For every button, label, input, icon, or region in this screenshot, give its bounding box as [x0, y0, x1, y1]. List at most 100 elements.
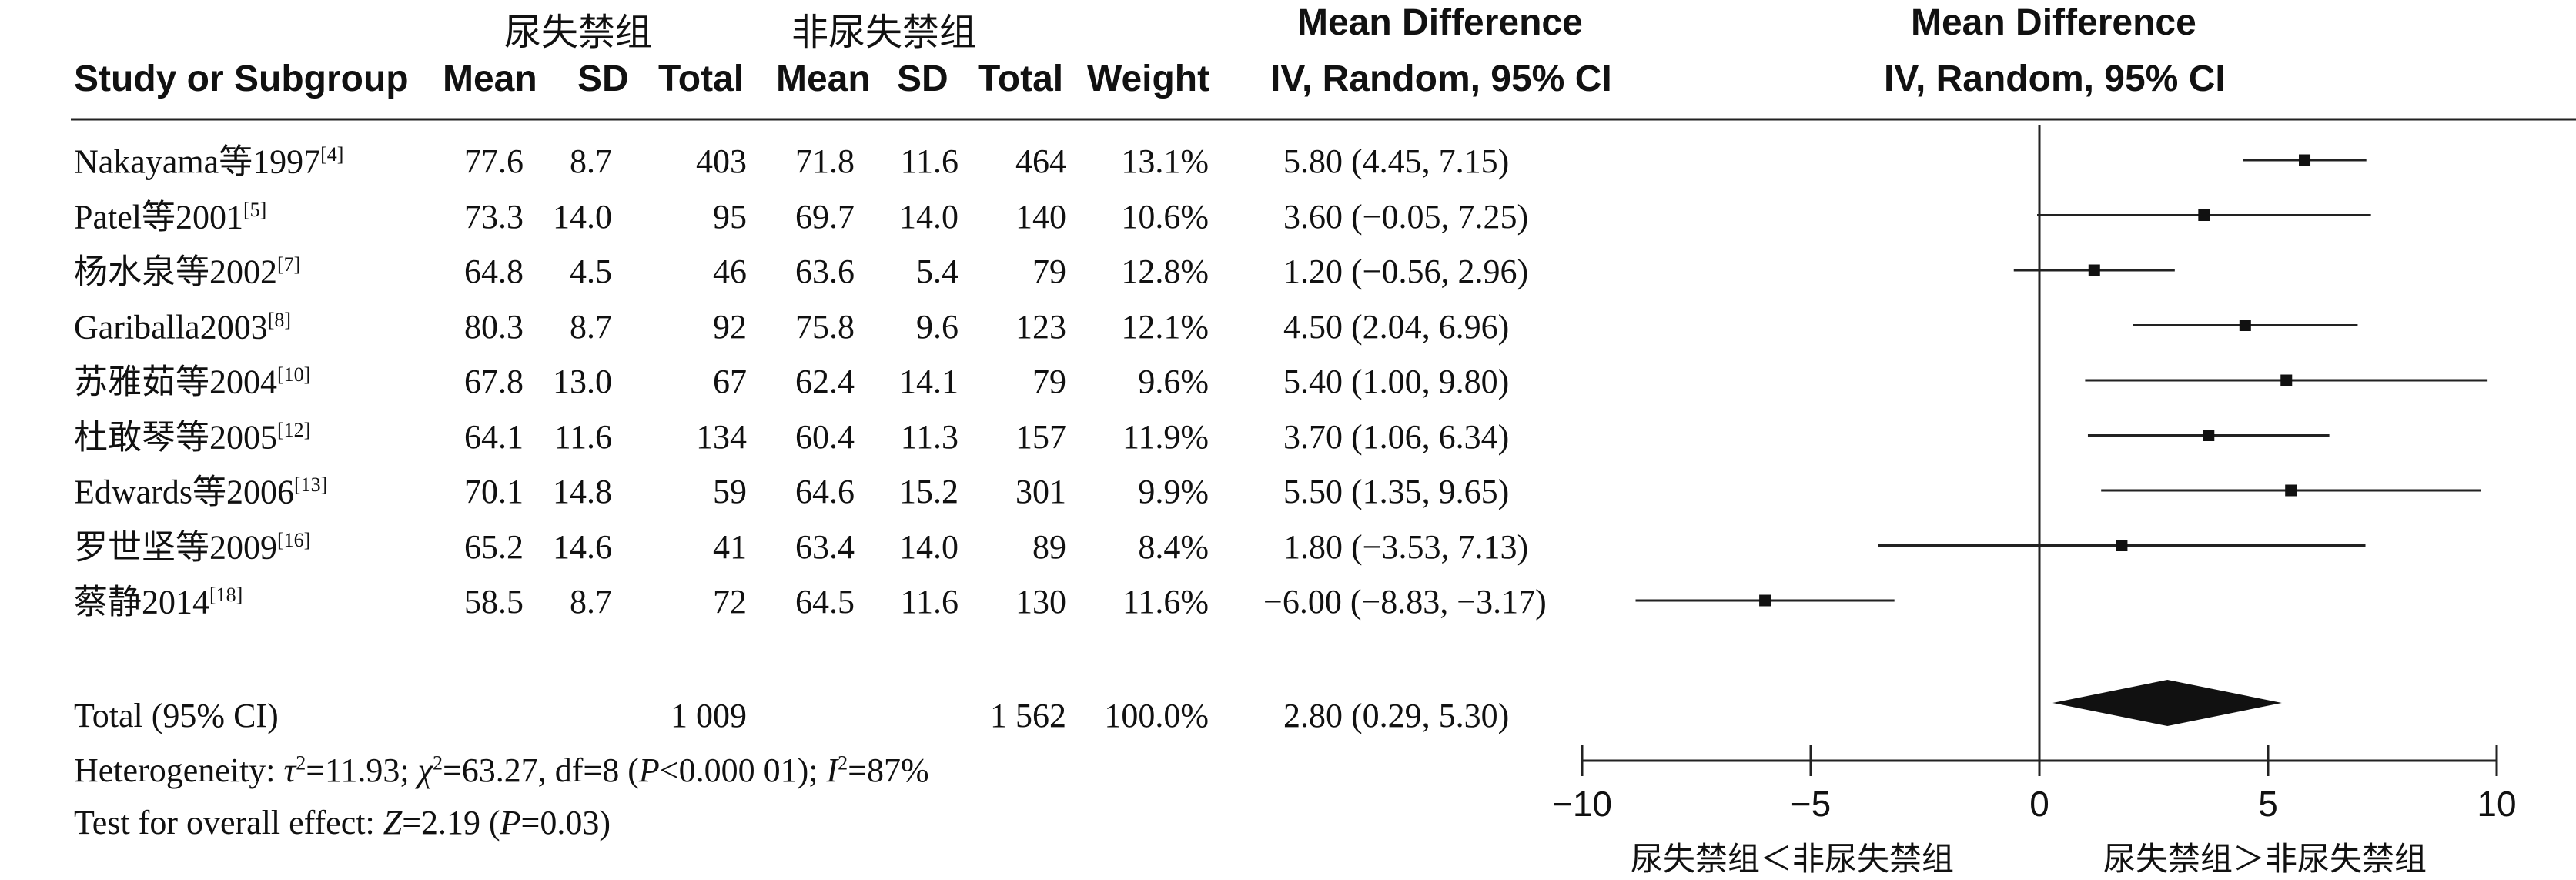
x-tick-label: −10	[1552, 784, 1612, 824]
cell-weight: 11.9%	[1122, 417, 1209, 456]
cell-n2: 123	[1015, 307, 1066, 346]
col-total2: Total	[978, 59, 1064, 99]
x-tick-label: 5	[2258, 784, 2278, 824]
col-total1: Total	[658, 59, 744, 99]
study-reference: [12]	[277, 418, 311, 441]
ci-text: 1.80 (−3.53, 7.13)	[1283, 527, 1529, 566]
study-name: 罗世坚等2009[16]	[74, 530, 310, 565]
cell-n1: 134	[696, 417, 747, 456]
cell-sd1: 14.8	[553, 473, 612, 510]
cell-weight: 13.1%	[1121, 142, 1209, 180]
total-n1: 1 009	[671, 697, 747, 734]
cell-mean1: 65.2	[464, 527, 524, 566]
md-title-plot: Mean Difference	[1911, 2, 2196, 43]
point-estimate	[2280, 374, 2293, 386]
axis-right-label: 尿失禁组＞非尿失禁组	[2103, 840, 2427, 878]
cell-n2: 301	[1015, 473, 1066, 510]
study-label: Nakayama等1997	[74, 142, 321, 181]
cell-mean2: 62.4	[795, 363, 855, 400]
cell-n2: 79	[1032, 253, 1066, 290]
col-mean2: Mean	[776, 59, 871, 99]
study-label: 蔡静2014	[74, 583, 209, 621]
cell-sd2: 11.6	[900, 583, 958, 621]
point-estimate	[2088, 264, 2100, 276]
x-tick-label: −5	[1791, 784, 1831, 824]
cell-n2: 464	[1015, 142, 1066, 180]
cell-weight: 8.4%	[1138, 527, 1209, 566]
cell-weight: 12.8%	[1121, 253, 1209, 290]
cell-sd2: 15.2	[899, 473, 958, 510]
group1-header: 尿失禁组	[504, 11, 653, 54]
cell-n2: 89	[1032, 527, 1066, 566]
x-tick-label: 0	[2029, 784, 2049, 824]
overall-effect: Test for overall effect: Z=2.19 (P=0.03)	[74, 804, 611, 842]
cell-mean1: 77.6	[464, 142, 524, 180]
cell-sd1: 8.7	[570, 307, 612, 346]
cell-mean1: 70.1	[464, 473, 524, 510]
point-estimate	[2285, 484, 2297, 497]
study-name: Nakayama等1997[4]	[74, 145, 343, 179]
ci-text: 3.70 (1.06, 6.34)	[1283, 417, 1510, 456]
study-reference: [18]	[209, 584, 243, 606]
study-name: Patel等2001[5]	[74, 198, 267, 236]
study-label: Patel等2001	[74, 198, 243, 236]
x-tick-label: 10	[2477, 784, 2516, 824]
point-estimate	[2203, 430, 2215, 441]
cell-n2: 157	[1015, 417, 1066, 456]
ci-text: 5.40 (1.00, 9.80)	[1283, 363, 1510, 400]
cell-weight: 9.6%	[1138, 363, 1209, 400]
cell-sd2: 11.3	[900, 417, 958, 456]
ci-text: 5.50 (1.35, 9.65)	[1283, 473, 1510, 510]
cell-mean2: 75.8	[795, 307, 855, 346]
group2-header: 非尿失禁组	[791, 11, 977, 54]
total-label: Total (95% CI)	[74, 697, 279, 734]
cell-n2: 130	[1015, 583, 1066, 621]
study-label: 罗世坚等2009	[74, 528, 277, 567]
cell-mean2: 60.4	[795, 417, 855, 456]
point-estimate	[1759, 594, 1771, 607]
col-weight: Weight	[1087, 59, 1210, 99]
cell-weight: 12.1%	[1121, 307, 1209, 346]
point-estimate	[2299, 154, 2311, 166]
study-reference: [16]	[277, 528, 311, 551]
heterogeneity: Heterogeneity: τ2=11.93; χ2=63.27, df=8 …	[74, 751, 929, 789]
pooled-diamond	[2052, 680, 2282, 726]
study-name: 蔡静2014[18]	[74, 585, 243, 620]
axis-left-label: 尿失禁组＜非尿失禁组	[1631, 840, 1955, 878]
md-sub-plot: IV, Random, 95% CI	[1884, 59, 2226, 99]
cell-sd2: 14.0	[899, 197, 958, 236]
cell-n2: 140	[1015, 197, 1066, 236]
cell-sd2: 14.0	[899, 527, 958, 566]
cell-mean1: 58.5	[464, 583, 524, 621]
study-reference: [7]	[277, 253, 301, 276]
point-estimate	[2198, 209, 2210, 221]
cell-weight: 9.9%	[1138, 473, 1209, 510]
study-label: 杜敢琴等2005	[74, 418, 277, 457]
study-label: 杨水泉等2002	[74, 253, 277, 291]
study-reference: [13]	[293, 473, 328, 496]
cell-sd1: 4.5	[570, 253, 612, 290]
cell-n1: 403	[696, 142, 747, 180]
cell-mean1: 80.3	[464, 307, 524, 346]
study-label: Gariballa2003	[74, 308, 268, 346]
cell-sd1: 14.6	[553, 527, 612, 566]
total-weight: 100.0%	[1104, 697, 1209, 734]
col-sd2: SD	[897, 59, 948, 99]
study-reference: [5]	[243, 198, 267, 221]
ci-text: −6.00 (−8.83, −3.17)	[1263, 583, 1547, 621]
cell-n1: 46	[713, 253, 747, 290]
cell-n2: 79	[1032, 363, 1066, 400]
cell-sd2: 11.6	[900, 142, 958, 180]
ci-text: 4.50 (2.04, 6.96)	[1283, 307, 1510, 346]
cell-sd1: 11.6	[554, 417, 612, 456]
cell-mean1: 64.8	[464, 253, 524, 290]
cell-sd1: 14.0	[553, 197, 612, 236]
cell-sd1: 8.7	[570, 142, 612, 180]
study-reference: [8]	[267, 308, 292, 331]
cell-mean2: 63.4	[795, 527, 855, 566]
study-name: Gariballa2003[8]	[74, 310, 291, 345]
cell-mean1: 73.3	[464, 197, 524, 236]
study-reference: [4]	[320, 143, 344, 166]
cell-sd1: 8.7	[570, 583, 612, 621]
